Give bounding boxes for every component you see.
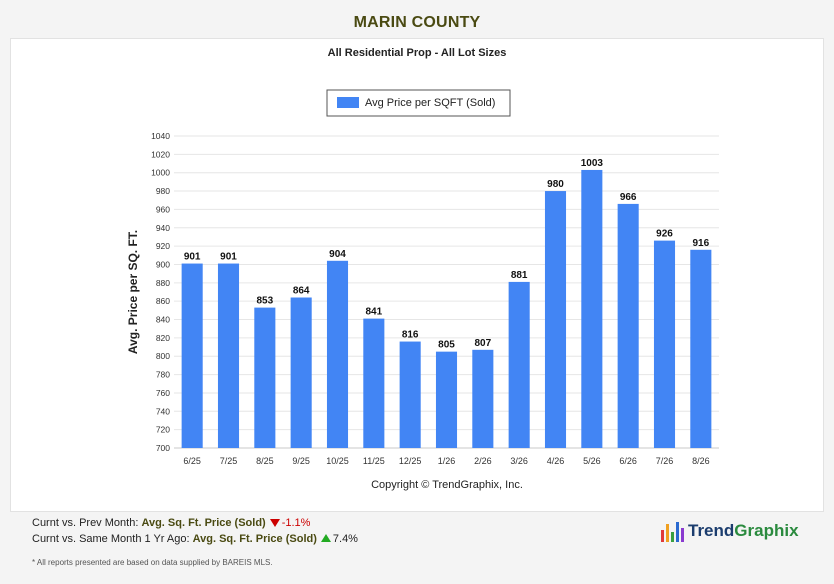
bar [690, 249, 712, 448]
x-tick-label: 2/26 [474, 456, 492, 466]
y-tick-label: 720 [156, 425, 170, 435]
bar [653, 240, 676, 448]
copyright-text: Copyright © TrendGraphix, Inc. [371, 479, 523, 491]
x-tick-label: 1/26 [438, 456, 456, 466]
y-tick-label: 900 [156, 259, 170, 269]
bar-chart: All Residential Prop - All Lot Sizes Avg … [126, 47, 719, 491]
x-tick-label: 12/25 [399, 456, 422, 466]
year-ago-change: 7.4% [332, 533, 358, 545]
y-tick-label: 780 [156, 370, 170, 380]
bar [472, 349, 494, 448]
x-tick-label: 5/26 [583, 456, 601, 466]
arrow-down-icon [269, 519, 280, 527]
y-tick-label: 760 [156, 388, 170, 398]
y-axis-label: Avg. Price per SQ. FT. [126, 230, 140, 354]
y-tick-label: 700 [156, 443, 170, 453]
data-label: 916 [692, 238, 709, 249]
data-label: 904 [329, 249, 346, 260]
logo-text-part1: Trend [688, 521, 735, 540]
bar [254, 307, 276, 448]
bar [435, 351, 458, 448]
chart-subtitle: All Residential Prop - All Lot Sizes [328, 47, 507, 59]
prev-month-metric: Avg. Sq. Ft. Price (Sold) [141, 517, 266, 529]
year-ago-metric: Avg. Sq. Ft. Price (Sold) [192, 533, 317, 545]
x-tick-label: 9/25 [292, 456, 310, 466]
legend-swatch [337, 97, 359, 108]
bar [399, 341, 421, 448]
data-label: 926 [656, 229, 673, 240]
trendgraphix-logo: TrendGraphix [660, 518, 799, 544]
x-tick-label: 6/26 [619, 456, 637, 466]
y-tick-label: 1020 [151, 149, 170, 159]
x-tick-label: 10/25 [326, 456, 349, 466]
x-tick-label: 4/26 [547, 456, 565, 466]
logo-text: TrendGraphix [688, 521, 799, 541]
data-label: 966 [620, 192, 637, 203]
bar [617, 203, 639, 448]
y-tick-label: 980 [156, 186, 170, 196]
disclaimer: * All reports presented are based on dat… [32, 558, 273, 567]
bar [181, 263, 203, 448]
bar [544, 191, 567, 448]
data-label: 901 [184, 252, 201, 263]
year-ago-prefix: Curnt vs. Same Month 1 Yr Ago: [32, 533, 190, 545]
footer-prev-month: Curnt vs. Prev Month: Avg. Sq. Ft. Price… [32, 517, 310, 529]
prev-month-prefix: Curnt vs. Prev Month: [32, 517, 139, 529]
bar [326, 260, 349, 448]
logo-text-part2: Graphix [734, 521, 799, 540]
data-label: 1003 [581, 158, 604, 169]
arrow-up-icon [320, 534, 331, 542]
x-tick-label: 11/25 [363, 456, 385, 466]
x-tick-label: 8/26 [692, 456, 710, 466]
y-tick-label: 860 [156, 296, 170, 306]
x-tick-label: 7/25 [220, 456, 238, 466]
y-tick-label: 960 [156, 204, 170, 214]
y-tick-label: 740 [156, 406, 170, 416]
y-tick-label: 1000 [151, 168, 170, 178]
bar [581, 169, 603, 448]
data-label: 807 [474, 338, 491, 349]
bar [217, 263, 240, 448]
x-tick-label: 8/25 [256, 456, 274, 466]
data-label: 853 [256, 296, 273, 307]
prev-month-change: -1.1% [281, 517, 311, 529]
x-tick-label: 7/26 [656, 456, 674, 466]
x-tick-label: 6/25 [183, 456, 201, 466]
bar [363, 318, 385, 448]
y-tick-label: 880 [156, 278, 170, 288]
data-label: 881 [511, 270, 528, 281]
legend-label: Avg Price per SQFT (Sold) [365, 97, 495, 109]
y-tick-label: 920 [156, 241, 170, 251]
y-tick-label: 1040 [151, 131, 170, 141]
y-tick-label: 820 [156, 333, 170, 343]
data-label: 980 [547, 179, 564, 190]
bar [508, 281, 530, 448]
chart-panel: All Residential Prop - All Lot Sizes Avg … [10, 38, 824, 512]
y-tick-label: 840 [156, 315, 170, 325]
data-label: 816 [402, 330, 419, 341]
data-label: 805 [438, 340, 455, 351]
page-title: MARIN COUNTY [353, 14, 481, 31]
data-label: 901 [220, 252, 237, 263]
data-label: 864 [293, 286, 310, 297]
bar [290, 297, 312, 448]
bar-chart-icon [661, 522, 684, 542]
x-tick-label: 3/26 [510, 456, 528, 466]
y-tick-label: 940 [156, 223, 170, 233]
footer-year-ago: Curnt vs. Same Month 1 Yr Ago: Avg. Sq. … [32, 533, 358, 545]
y-tick-label: 800 [156, 351, 170, 361]
data-label: 841 [365, 307, 382, 318]
